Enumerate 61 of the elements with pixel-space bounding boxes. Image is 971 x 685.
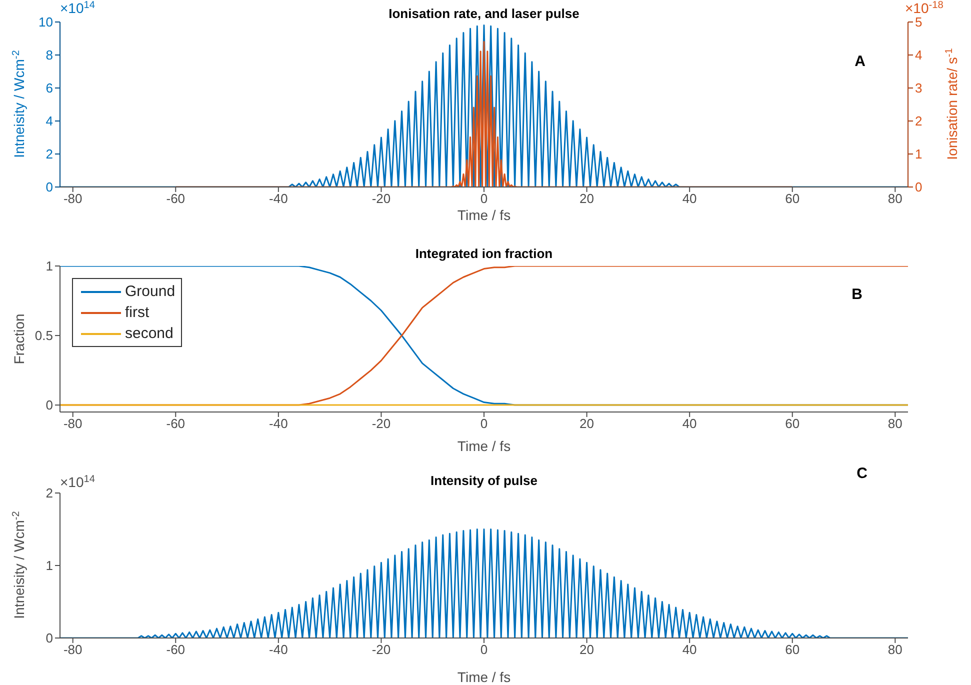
y-tick-label: 0 <box>46 630 53 646</box>
chart-title: Ionisation rate, and laser pulse <box>388 6 580 21</box>
y-tick-label: 2 <box>46 486 53 501</box>
y-tick-label: 0 <box>46 180 53 195</box>
x-tick-label: 0 <box>480 642 488 658</box>
x-tick-label: 40 <box>682 642 697 658</box>
y2-tick-label: 4 <box>915 48 922 63</box>
text: ×10$^{14}$ <box>60 0 96 16</box>
x-tick-label: 20 <box>580 642 594 658</box>
x-tick-label: 80 <box>888 191 902 206</box>
x-tick-label: 20 <box>580 191 594 206</box>
chart-title: Intensity of pulse <box>430 473 538 488</box>
x-tick-label: -40 <box>269 191 288 206</box>
x-tick-label: -80 <box>63 642 82 658</box>
x-tick-label: 80 <box>888 642 902 658</box>
x-tick-label: -40 <box>269 416 288 432</box>
x-axis-title: Time / fs <box>457 438 511 454</box>
x-tick-label: 40 <box>682 191 697 206</box>
x-tick-label: 20 <box>580 416 594 432</box>
y2-tick-label: 5 <box>915 14 922 30</box>
x-tick-label: 0 <box>480 416 488 432</box>
y-tick-label: 10 <box>38 14 53 30</box>
x-tick-label: 60 <box>785 416 800 432</box>
y-tick-label: 0.5 <box>34 328 53 344</box>
y-tick-label: 1 <box>46 258 53 274</box>
x-tick-label: -20 <box>372 416 391 432</box>
x-axis-title: Time / fs <box>457 669 511 685</box>
x-tick-label: 60 <box>785 642 800 658</box>
x-tick-label: 0 <box>480 191 488 206</box>
x-tick-label: -20 <box>372 191 391 206</box>
text: C <box>856 465 868 482</box>
y2-tick-label: 1 <box>915 146 922 162</box>
y2-tick-label: 3 <box>915 80 922 96</box>
y-tick-label: 2 <box>46 146 53 162</box>
y-axis-title: Fraction <box>11 314 27 364</box>
legend-label: second <box>125 324 174 344</box>
x-tick-label: -40 <box>269 642 288 658</box>
x-tick-label: 40 <box>682 416 697 432</box>
x-tick-label: -60 <box>166 642 186 658</box>
text: ×10$^{14}$ <box>60 474 96 490</box>
annotation: B <box>852 286 863 303</box>
legend-label: first <box>125 303 150 323</box>
y2-tick-label: 2 <box>915 114 922 129</box>
y-tick-label: 4 <box>46 114 53 129</box>
x-tick-label: -80 <box>63 416 82 432</box>
x-tick-label: -60 <box>166 191 186 206</box>
annotation: A <box>854 53 866 70</box>
x-tick-label: -80 <box>63 191 82 206</box>
x-tick-label: 80 <box>888 416 902 432</box>
x-axis-title: Time / fs <box>457 207 511 223</box>
y-tick-label: 8 <box>46 48 53 63</box>
y-tick-label: 1 <box>46 558 53 574</box>
text: ×10$^{-18}$ <box>905 0 944 16</box>
x-tick-label: -20 <box>372 642 391 658</box>
x-tick-label: 60 <box>785 191 800 206</box>
y-tick-label: 0 <box>46 398 53 413</box>
y2-tick-label: 0 <box>915 180 922 195</box>
y-tick-label: 6 <box>46 80 53 96</box>
legend-label: Ground <box>125 282 176 302</box>
x-tick-label: -60 <box>166 416 186 432</box>
chart-title: Integrated ion fraction <box>415 246 553 261</box>
